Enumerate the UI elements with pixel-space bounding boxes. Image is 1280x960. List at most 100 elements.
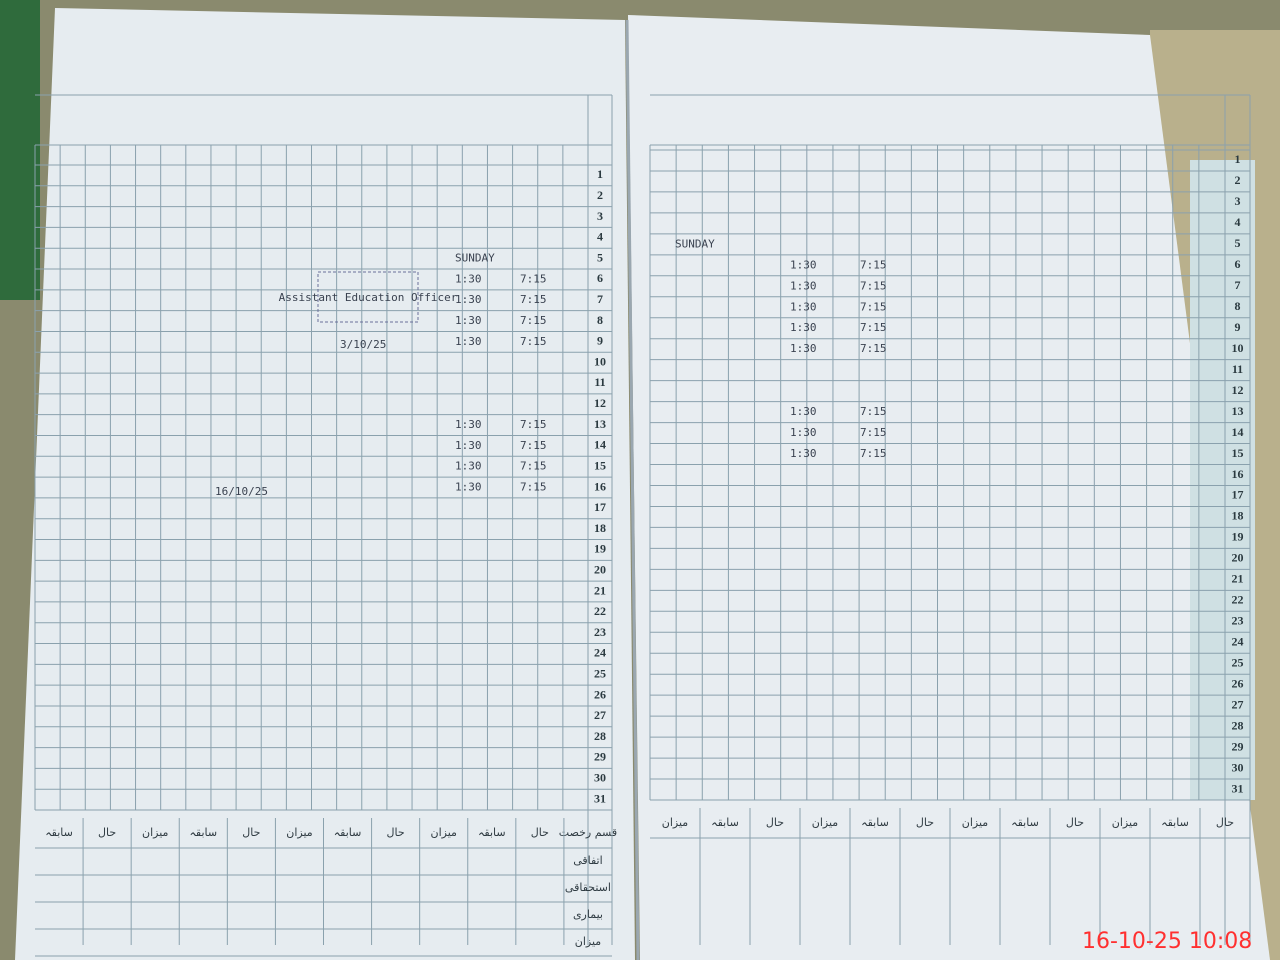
day-number: 5 (1235, 236, 1241, 250)
time-out: 7:15 (520, 439, 547, 452)
footer-header: حال (531, 826, 549, 839)
footer-header: سابقہ (1161, 816, 1189, 829)
footer-header: سابقہ (711, 816, 739, 829)
timestamp: 16-10-25 10:08 (1082, 929, 1252, 954)
day-number: 21 (1232, 572, 1244, 586)
day-number: 18 (594, 521, 606, 535)
time-out: 7:15 (860, 405, 887, 418)
time-out: 7:15 (860, 447, 887, 460)
time-out: 7:15 (860, 258, 887, 271)
time-out: 7:15 (520, 460, 547, 473)
day-number: 10 (1232, 341, 1244, 355)
day-number: 29 (594, 750, 606, 764)
day-number: 27 (594, 708, 606, 722)
day-number: 13 (1232, 404, 1244, 418)
footer-header: میزان (962, 816, 989, 829)
time-out: 7:15 (860, 321, 887, 334)
day-number: 19 (1232, 530, 1244, 544)
day-number: 21 (594, 583, 606, 597)
day-number: 17 (594, 500, 606, 514)
time-in: 1:30 (455, 481, 482, 494)
day-number: 14 (1232, 425, 1244, 439)
day-number: 29 (1232, 739, 1244, 753)
leave-type: اتفاقی (573, 854, 602, 867)
footer-header: میزان (812, 816, 839, 829)
day-number: 12 (594, 396, 606, 410)
time-in: 1:30 (455, 293, 482, 306)
time-out: 7:15 (520, 335, 547, 348)
day-number: 31 (594, 791, 606, 805)
day-number: 4 (1235, 215, 1241, 229)
day-number: 14 (594, 438, 606, 452)
time-out: 7:15 (860, 279, 887, 292)
left-page (15, 8, 635, 960)
day-number: 27 (1232, 697, 1244, 711)
day-number: 15 (1232, 446, 1244, 460)
day-number: 1 (1235, 152, 1241, 166)
time-out: 7:15 (860, 300, 887, 313)
time-in: 1:30 (790, 258, 817, 271)
time-in: 1:30 (455, 439, 482, 452)
day-number: 6 (597, 271, 603, 285)
stamp-text: Assistant Education Officer (279, 291, 458, 304)
time-in: 1:30 (455, 460, 482, 473)
day-number: 13 (594, 417, 606, 431)
day-number: 9 (1235, 320, 1241, 334)
footer-header: سابقہ (45, 826, 73, 839)
day-number: 8 (597, 313, 603, 327)
time-out: 7:15 (520, 481, 547, 494)
time-in: 1:30 (790, 342, 817, 355)
footer-header: سابقہ (861, 816, 889, 829)
footer-header: قسم رخصت (559, 826, 617, 839)
day-number: 26 (594, 687, 606, 701)
day-number: 28 (594, 729, 606, 743)
footer-header: میزان (430, 826, 457, 839)
footer-header: سابقہ (189, 826, 217, 839)
day-number: 23 (594, 625, 606, 639)
footer-header: حال (242, 826, 260, 839)
footer-header: میزان (662, 816, 689, 829)
day-number: 19 (594, 542, 606, 556)
footer-header: سابقہ (1011, 816, 1039, 829)
time-in: 1:30 (790, 300, 817, 313)
day-number: 30 (1232, 760, 1244, 774)
footer-header: میزان (1112, 816, 1139, 829)
day-number: 16 (594, 479, 606, 493)
day-number: 4 (597, 230, 603, 244)
footer-header: حال (766, 816, 784, 829)
day-number: 7 (597, 292, 603, 306)
day-number: 28 (1232, 718, 1244, 732)
day-number: 11 (594, 375, 605, 389)
day-number: 15 (594, 458, 606, 472)
day-number: 6 (1235, 257, 1241, 271)
day-number: 23 (1232, 614, 1244, 628)
footer-header: حال (387, 826, 405, 839)
right-page (628, 15, 1270, 960)
time-in: 1:30 (790, 447, 817, 460)
footer-header: حال (1066, 816, 1084, 829)
day-number: 3 (1235, 194, 1241, 208)
time-in: 1:30 (455, 272, 482, 285)
day-number: 1 (597, 167, 603, 181)
footer-header: حال (1216, 816, 1234, 829)
day-number: 26 (1232, 676, 1244, 690)
footer-header: میزان (286, 826, 313, 839)
time-in: 1:30 (790, 426, 817, 439)
footer-header: سابقہ (478, 826, 506, 839)
day-number: 2 (597, 188, 603, 202)
day-number: 22 (1232, 593, 1244, 607)
time-out: 7:15 (520, 293, 547, 306)
day-number: 18 (1232, 509, 1244, 523)
footer-header: حال (916, 816, 934, 829)
holiday-note: SUNDAY (455, 252, 495, 265)
time-out: 7:15 (860, 426, 887, 439)
day-number: 24 (1232, 634, 1244, 648)
day-number: 9 (597, 334, 603, 348)
footer-header: سابقہ (334, 826, 362, 839)
time-out: 7:15 (860, 342, 887, 355)
day-number: 20 (594, 562, 606, 576)
day-number: 25 (594, 667, 606, 681)
day-number: 8 (1235, 299, 1241, 313)
